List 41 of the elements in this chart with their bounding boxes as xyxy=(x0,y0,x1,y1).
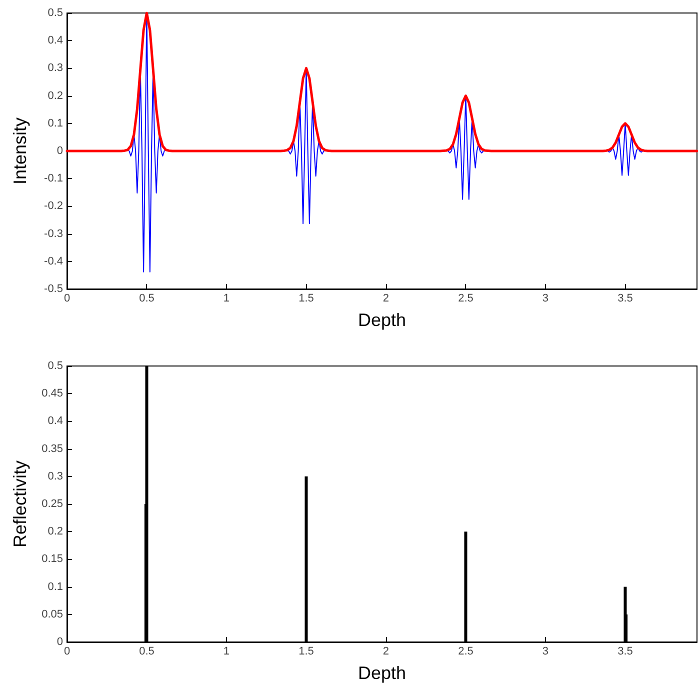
x-tick-label: 2.5 xyxy=(458,292,474,304)
x-tick-label: 3 xyxy=(542,646,549,658)
y-tick-label: 0.1 xyxy=(48,580,63,593)
x-axis-title: Depth xyxy=(358,663,406,683)
x-axis-title: Depth xyxy=(358,310,406,330)
y-tick-label: 0.15 xyxy=(42,553,63,566)
y-tick-label: -0.3 xyxy=(44,228,63,240)
y-tick-label: 0.1 xyxy=(48,117,63,130)
x-tick-label: 2 xyxy=(382,292,390,304)
y-tick-label: 0.45 xyxy=(42,388,63,400)
x-tick-label: 1 xyxy=(223,292,230,304)
x-tick-label: 3 xyxy=(542,292,549,304)
x-tick-label: 3.5 xyxy=(618,292,633,304)
y-tick-label: 0.2 xyxy=(48,526,63,538)
y-tick-label: 0.5 xyxy=(48,360,63,372)
line-series xyxy=(66,12,698,152)
x-tick-label: 2.5 xyxy=(458,646,474,658)
x-tick-label: 3.5 xyxy=(618,646,633,658)
x-tick-label: 1 xyxy=(223,646,230,658)
y-tick-label: 0 xyxy=(56,145,63,157)
y-tick-label: -0.1 xyxy=(44,172,63,185)
x-tick-label: 1.5 xyxy=(298,292,314,304)
y-tick-label: 0.5 xyxy=(48,7,63,19)
x-tick-label: 0.5 xyxy=(139,646,154,658)
y-tick-label: 0.05 xyxy=(42,608,63,620)
y-tick-label: -0.5 xyxy=(44,283,63,295)
y-tick-label: -0.4 xyxy=(44,255,63,268)
y-axis-title: Reflectivity xyxy=(10,460,30,548)
y-tick-label: 0.35 xyxy=(42,442,63,455)
y-tick-label: 0.3 xyxy=(48,62,63,74)
y-tick-label: -0.2 xyxy=(44,200,63,212)
x-tick-label: 0.5 xyxy=(139,292,154,304)
y-tick-label: 0.25 xyxy=(42,498,63,510)
y-axis-title: Intensity xyxy=(10,117,30,185)
y-tick-label: 0.3 xyxy=(48,470,63,482)
y-tick-label: 0 xyxy=(56,636,63,648)
y-tick-label: 0.4 xyxy=(48,415,63,428)
y-tick-label: 0.4 xyxy=(48,34,63,47)
y-tick-label: 0.2 xyxy=(48,90,63,102)
x-tick-label: 2 xyxy=(382,646,390,658)
x-tick-label: 1.5 xyxy=(298,646,314,658)
